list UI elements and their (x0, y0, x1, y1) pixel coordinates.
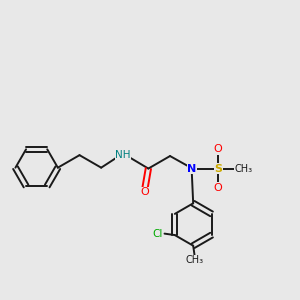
Text: O: O (214, 144, 223, 154)
Text: NH: NH (115, 150, 130, 160)
Text: S: S (214, 164, 222, 173)
Text: Cl: Cl (152, 229, 162, 238)
Text: N: N (187, 164, 196, 173)
Text: O: O (140, 187, 149, 197)
Text: O: O (214, 183, 223, 193)
Text: CH₃: CH₃ (234, 164, 252, 173)
Text: CH₃: CH₃ (186, 255, 204, 266)
